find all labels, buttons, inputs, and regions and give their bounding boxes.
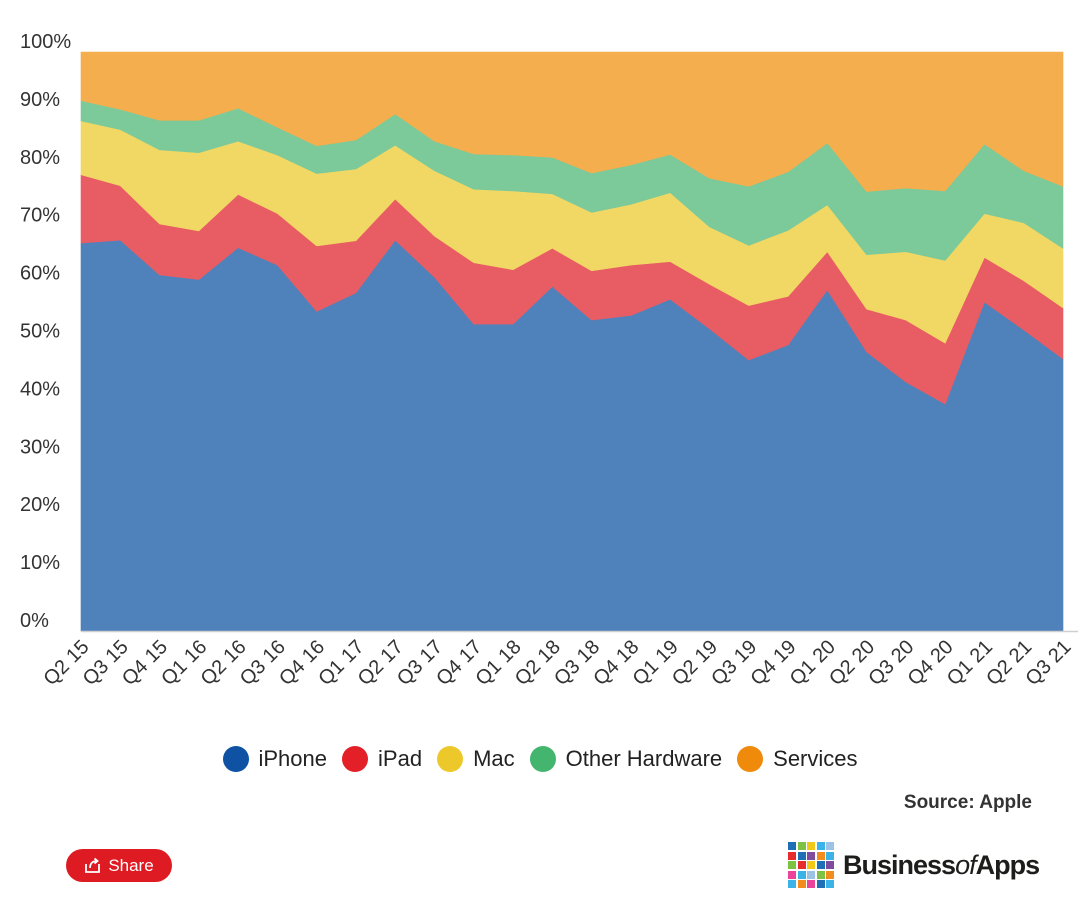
y-tick-label: 60% [20,263,60,285]
stacked-area-chart: 0%10%20%30%40%50%60%70%80%90%100%Q2 15Q3… [20,31,1078,690]
y-tick-label: 40% [20,378,60,400]
share-icon [84,857,101,874]
legend-item-services[interactable]: Services [737,746,858,772]
legend-dot-icon [529,746,556,772]
source-note: Source: Apple [903,792,1032,813]
legend-item-other-hardware[interactable]: Other Hardware [529,746,723,772]
logo-text-main: Business [843,849,956,880]
share-label: Share [108,855,154,875]
share-button[interactable]: Share [66,849,172,882]
legend-label: Services [773,746,858,771]
legend-dot-icon [437,746,464,772]
legend-dot-icon [737,746,764,772]
y-tick-label: 50% [20,321,60,343]
y-tick-label: 100% [20,31,71,53]
logo-grid-icon [788,842,834,888]
chart-legend: iPhone iPad Mac Other Hardware Services [0,744,1080,774]
logo-text-of: of [955,849,977,880]
legend-item-mac[interactable]: Mac [437,746,515,772]
legend-dot-icon [342,746,369,772]
legend-item-iphone[interactable]: iPhone [222,746,328,772]
y-tick-label: 90% [20,89,60,111]
legend-dot-icon [222,746,249,772]
legend-item-ipad[interactable]: iPad [342,746,422,772]
y-tick-label: 70% [20,205,60,227]
area-series-services [80,51,1064,192]
legend-label: Other Hardware [565,746,723,771]
y-tick-label: 30% [20,436,60,458]
logo-text: BusinessofApps [843,849,1040,881]
legend-label: iPad [378,746,423,771]
legend-label: iPhone [258,746,328,771]
logo-text-end: Apps [975,849,1040,880]
y-tick-label: 0% [20,610,49,632]
businessofapps-logo[interactable]: BusinessofApps [788,842,1040,888]
legend-label: Mac [473,746,515,771]
x-tick-label: Q3 21 [1021,636,1075,690]
y-tick-label: 10% [20,552,60,574]
y-tick-label: 20% [20,494,60,516]
y-tick-label: 80% [20,147,60,169]
